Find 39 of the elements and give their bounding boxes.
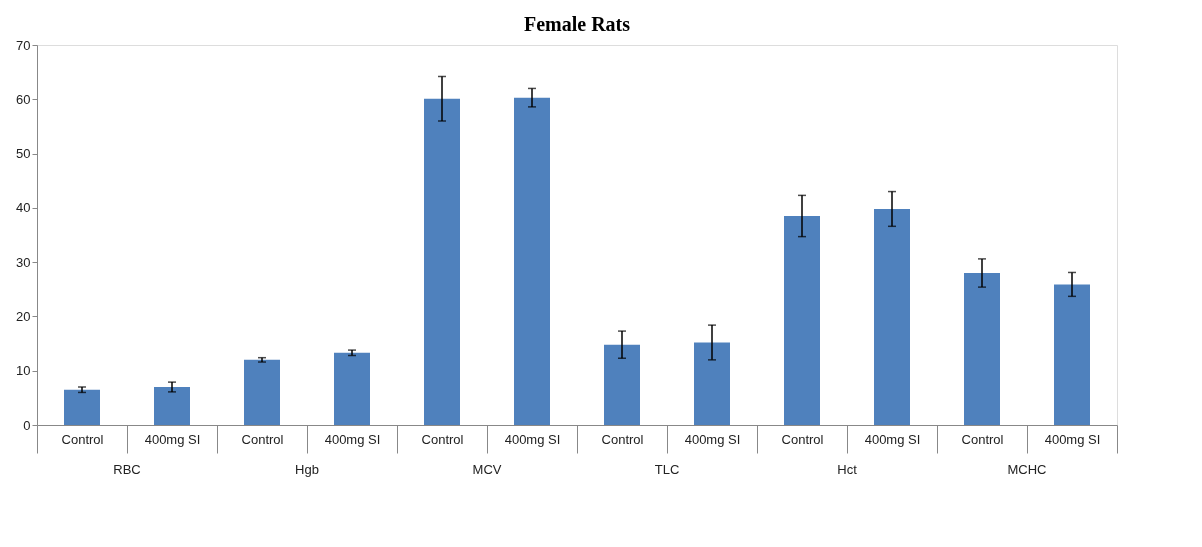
y-tick-label: 50 (16, 146, 31, 162)
x-tick-label: Control (601, 431, 644, 447)
text: MCHC (1007, 462, 1047, 477)
bar (964, 273, 1000, 425)
y-tick-label: 40 (16, 200, 31, 216)
bar (514, 97, 550, 425)
text: RBC (113, 462, 141, 477)
x-tick-label: 400mg SI (684, 431, 741, 447)
x-tick-label: 400mg SI (1044, 431, 1101, 447)
x-tick-label: 400mg SI (144, 431, 201, 447)
x-tick-label: Control (961, 431, 1004, 447)
x-tick-label: 400mg SI (864, 431, 921, 447)
x-tick-label: Control (241, 431, 284, 447)
y-tick-label: 30 (16, 254, 31, 270)
x-tick-label: Control (61, 431, 104, 447)
text: Hgb (295, 462, 319, 477)
chart-title: Female Rats (523, 13, 631, 35)
y-tick-label: 70 (16, 37, 31, 53)
bar (694, 342, 730, 425)
bar (424, 98, 460, 425)
bar (64, 389, 100, 425)
bar (604, 344, 640, 425)
y-tick-label: 10 (16, 363, 31, 379)
y-tick-label: 60 (16, 91, 31, 107)
bar (154, 387, 190, 425)
text: MCV (472, 462, 502, 477)
bar (874, 208, 910, 425)
bar (784, 216, 820, 425)
text: Hct (837, 462, 858, 477)
y-tick-label: 0 (23, 417, 31, 433)
x-tick-label: Control (781, 431, 824, 447)
bar (244, 359, 280, 425)
x-tick-label: 400mg SI (504, 431, 561, 447)
y-tick-label: 20 (16, 308, 31, 324)
bar (1054, 284, 1090, 425)
x-tick-label: Control (421, 431, 464, 447)
text: TLC (654, 462, 680, 477)
x-tick-label: 400mg SI (324, 431, 381, 447)
bar (334, 352, 370, 425)
